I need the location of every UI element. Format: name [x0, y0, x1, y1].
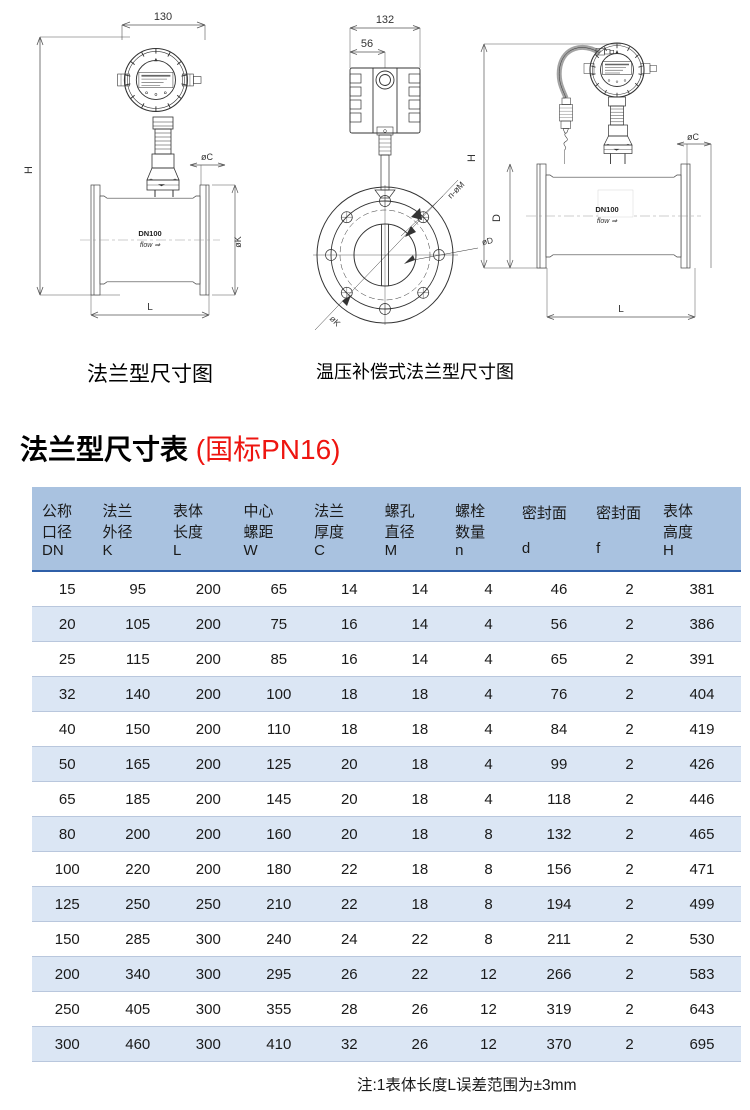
svg-text:56: 56 [361, 38, 373, 50]
svg-text:H: H [466, 154, 478, 162]
svg-text:øC: øC [687, 132, 699, 142]
svg-text:130: 130 [154, 11, 172, 23]
svg-text:L: L [147, 302, 153, 313]
svg-text:DN100: DN100 [595, 205, 618, 214]
svg-text:L: L [618, 304, 624, 315]
svg-text:H: H [23, 166, 35, 174]
svg-text:øK: øK [328, 313, 343, 328]
svg-text:D: D [491, 214, 503, 222]
svg-text:DN100: DN100 [138, 229, 161, 238]
svg-text:132: 132 [376, 14, 394, 26]
svg-text:flow ⇒: flow ⇒ [597, 218, 618, 225]
svg-text:øC: øC [201, 152, 213, 162]
svg-text:øK: øK [233, 236, 243, 248]
svg-text:flow ⇒: flow ⇒ [140, 242, 161, 249]
